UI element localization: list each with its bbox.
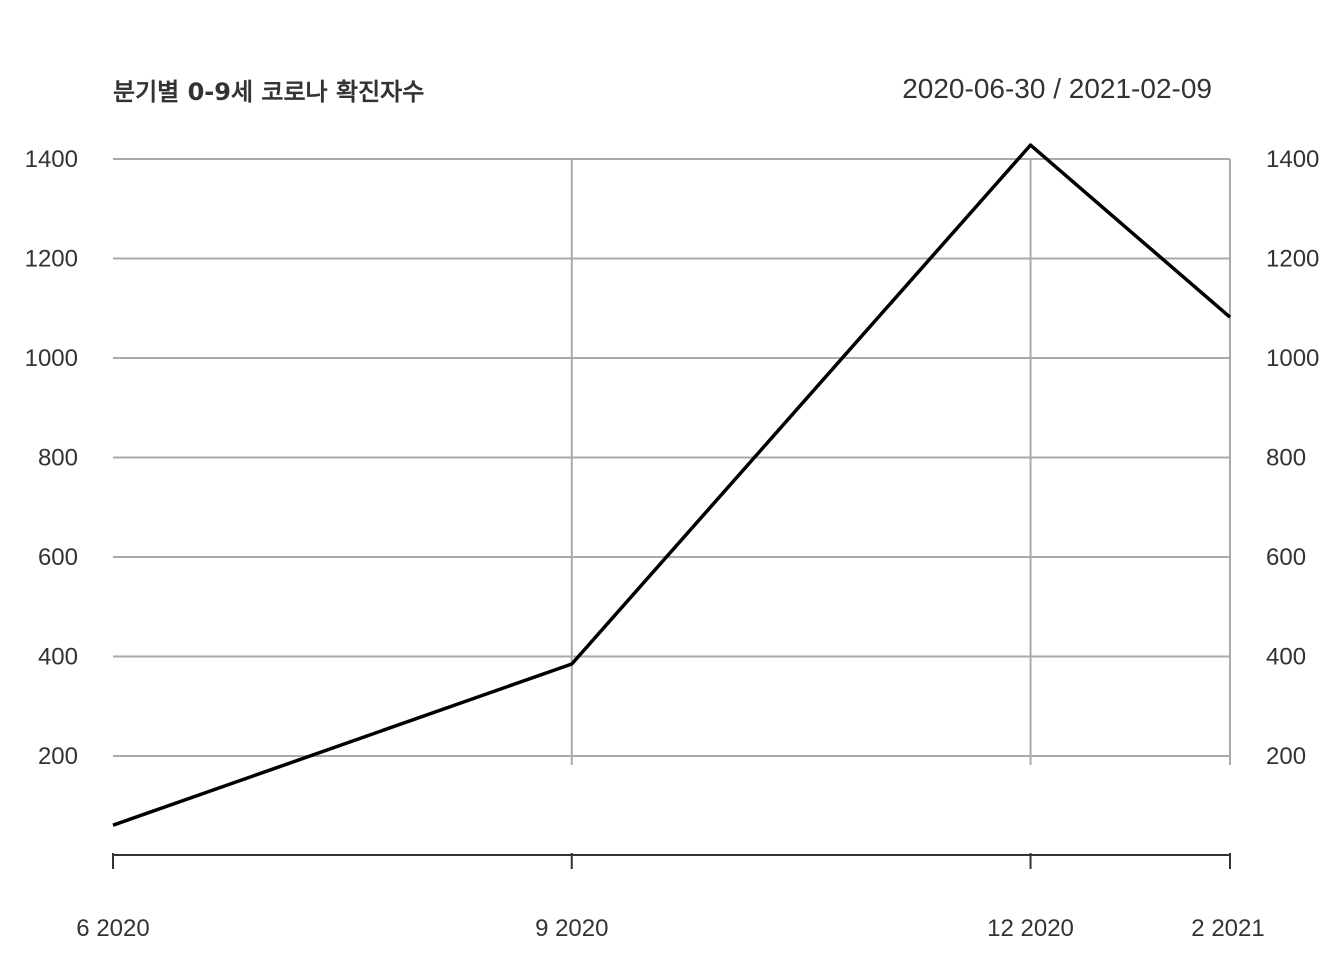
series (112, 143, 1232, 827)
y-tick-label-right: 200 (1266, 743, 1306, 770)
left-y-axis: 200 400 600 800 1000 1200 1400 (25, 146, 78, 770)
x-tick-label: 9 2020 (535, 915, 608, 942)
y-tick-label-right: 1400 (1266, 146, 1319, 173)
series-line (112, 143, 1232, 827)
y-tick-label-left: 200 (38, 743, 78, 770)
right-y-axis: 200 400 600 800 1000 1200 1400 (1266, 146, 1319, 770)
x-tick-label: 2 2021 (1191, 915, 1264, 942)
y-tick-label-right: 600 (1266, 544, 1306, 571)
vertical-gridlines (570, 159, 1231, 765)
y-tick-label-left: 1000 (25, 345, 78, 372)
chart-title: 분기별 0-9세 코로나 확진자수 (113, 78, 424, 106)
y-tick-label-right: 1200 (1266, 246, 1319, 273)
y-tick-label-left: 600 (38, 544, 78, 571)
x-tick-label: 12 2020 (987, 915, 1074, 942)
y-tick-label-right: 800 (1266, 445, 1306, 472)
y-tick-label-left: 1200 (25, 246, 78, 273)
y-tick-label-right: 400 (1266, 644, 1306, 671)
x-axis: 6 2020 9 2020 12 2020 2 2021 (76, 853, 1265, 942)
y-tick-label-left: 1400 (25, 146, 78, 173)
horizontal-gridlines (113, 158, 1230, 757)
y-tick-label-left: 800 (38, 445, 78, 472)
y-tick-label-right: 1000 (1266, 345, 1319, 372)
x-tick-label: 6 2020 (76, 915, 149, 942)
date-range-label: 2020-06-30 / 2021-02-09 (902, 73, 1212, 104)
y-tick-label-left: 400 (38, 644, 78, 671)
